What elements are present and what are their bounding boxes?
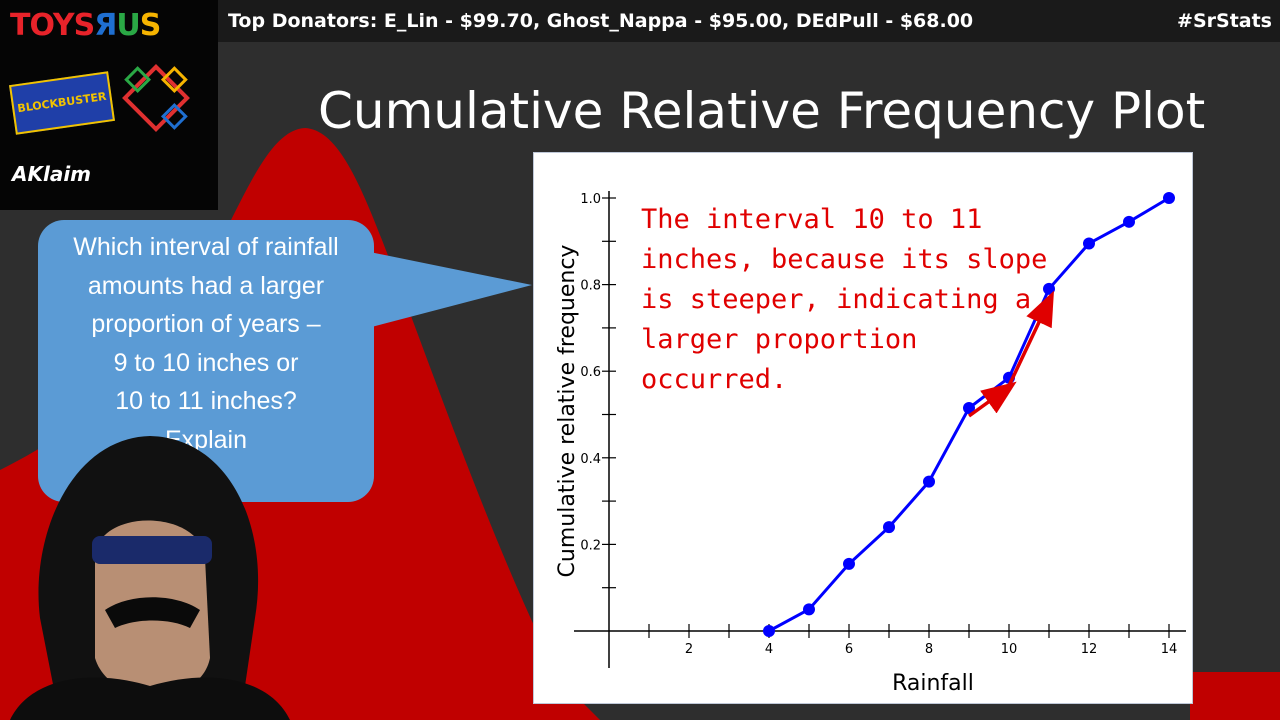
donator-ticker: Top Donators: E_Lin - $99.70, Ghost_Napp… xyxy=(218,0,1280,42)
data-point xyxy=(923,475,935,488)
x-tick-label: 4 xyxy=(765,642,773,657)
hashtag-text: #SrStats xyxy=(1177,10,1272,32)
y-tick-label: 1.0 xyxy=(580,192,601,207)
y-tick-label: 0.6 xyxy=(580,365,601,380)
question-text: Which interval of rainfall amounts had a… xyxy=(73,233,339,454)
slope-arrow xyxy=(1007,290,1054,387)
webcam-overlay xyxy=(10,436,290,720)
top-donators-text: Top Donators: E_Lin - $99.70, Ghost_Napp… xyxy=(228,10,974,32)
data-point xyxy=(1123,215,1135,228)
x-tick-label: 14 xyxy=(1161,642,1178,657)
slide-title: Cumulative Relative Frequency Plot xyxy=(318,82,1206,140)
x-tick-label: 12 xyxy=(1081,642,1098,657)
x-tick-label: 8 xyxy=(925,642,933,657)
streamer-shirt xyxy=(10,677,290,720)
x-tick-label: 6 xyxy=(845,642,853,657)
answer-text: The interval 10 to 11 inches, because it… xyxy=(641,204,1048,395)
chart-panel: 2 4 6 8 10 12 14 0.2 0.4 0.6 0.8 1.0 Rainfall Cumulat… xyxy=(533,152,1193,704)
data-point xyxy=(763,625,775,637)
red-floor xyxy=(1190,672,1280,720)
data-point xyxy=(963,402,975,415)
sunglasses xyxy=(92,536,212,564)
x-axis-label: Rainfall xyxy=(892,671,974,696)
enron-logo xyxy=(122,64,190,132)
acclaim-logo: AKlaim xyxy=(12,162,92,186)
data-point xyxy=(883,521,895,534)
y-axis-label: Cumulative relative frequency xyxy=(555,245,580,578)
data-point xyxy=(1163,192,1175,204)
y-tick-label: 0.4 xyxy=(580,452,601,467)
mustache xyxy=(105,597,200,628)
sponsor-logo-panel: TOYSЯUS BLOCKBUSTER AKlaim xyxy=(0,0,218,210)
y-tick-label: 0.8 xyxy=(580,279,601,294)
data-point xyxy=(843,557,855,570)
y-tick-label: 0.2 xyxy=(580,538,601,553)
data-point xyxy=(803,603,815,616)
toys-r-us-logo: TOYSЯUS xyxy=(10,8,161,43)
x-tick-label: 10 xyxy=(1001,642,1018,657)
speech-bubble xyxy=(38,220,374,502)
data-point xyxy=(1083,237,1095,250)
x-tick-label: 2 xyxy=(685,642,693,657)
slope-arrow xyxy=(967,381,1017,418)
chart-svg: 2 4 6 8 10 12 14 0.2 0.4 0.6 0.8 1.0 Rainfall Cumulat… xyxy=(555,191,1186,696)
